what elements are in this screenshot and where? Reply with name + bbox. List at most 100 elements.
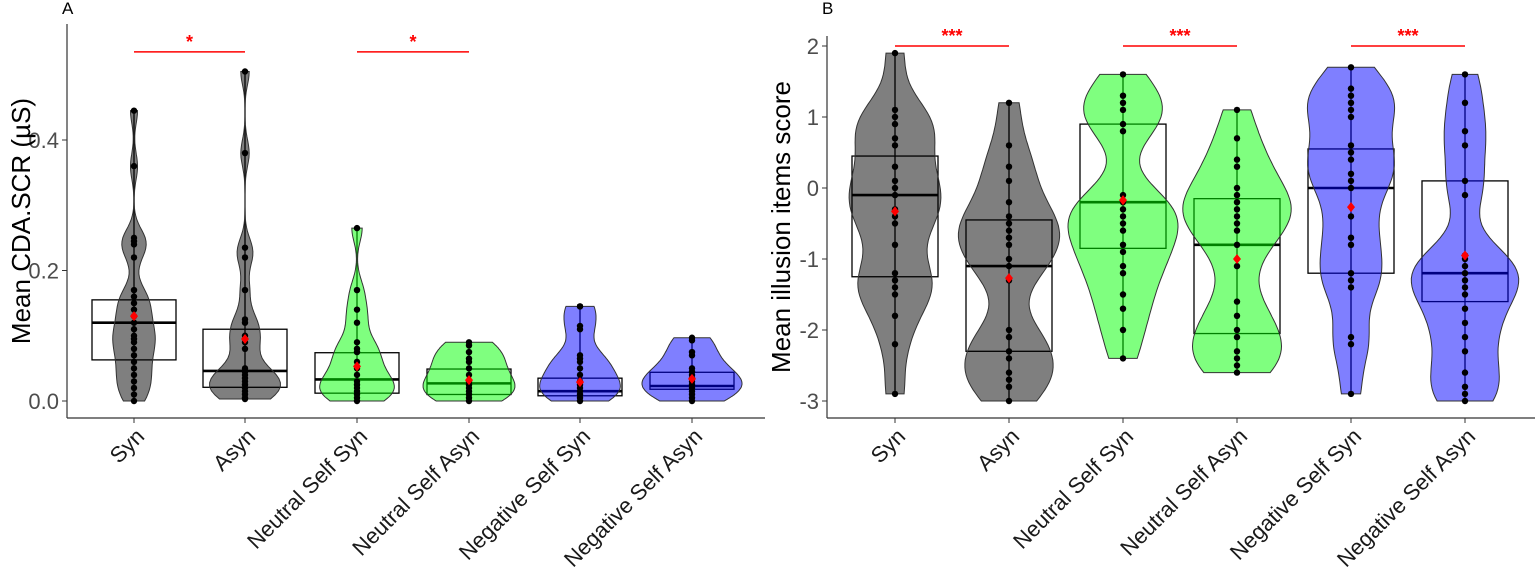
data-point [1347, 85, 1355, 92]
mean-marker [688, 373, 696, 384]
data-point [1347, 113, 1355, 121]
data-point [1005, 397, 1013, 405]
data-point [1233, 227, 1241, 234]
violin [957, 102, 1061, 402]
significance-label: *** [1169, 26, 1190, 46]
data-point [1347, 213, 1355, 220]
data-point [688, 337, 696, 344]
x-tick-label: Neutral Self Syn [1008, 424, 1138, 554]
group-syn [848, 49, 942, 398]
y-tick-label: 1 [807, 105, 819, 130]
data-point [353, 397, 361, 405]
violin [1182, 109, 1292, 374]
data-point [1233, 163, 1241, 170]
data-point [688, 397, 696, 405]
data-point [1005, 355, 1013, 362]
data-point [1461, 128, 1469, 135]
mean-marker [576, 377, 584, 388]
data-point [1233, 213, 1241, 220]
data-point [891, 184, 899, 192]
data-point [1233, 199, 1241, 206]
mean-marker [891, 206, 899, 217]
data-point [891, 135, 899, 142]
data-point [1005, 333, 1013, 341]
group-neutral-self-asyn [1182, 106, 1292, 376]
data-point [241, 345, 249, 352]
data-point [1233, 206, 1241, 213]
data-point [1005, 255, 1013, 263]
data-point [891, 312, 899, 319]
data-point [241, 254, 249, 261]
panel-label: B [822, 0, 833, 18]
data-point [1005, 163, 1013, 170]
data-point [1233, 298, 1241, 305]
data-point [1347, 106, 1355, 114]
significance-label: *** [941, 26, 962, 46]
data-point [891, 390, 899, 398]
data-point [130, 286, 138, 294]
significance-label: * [186, 32, 193, 52]
group-asyn [957, 99, 1061, 405]
data-point [1461, 177, 1469, 185]
data-point [1119, 220, 1127, 227]
data-point [353, 286, 361, 294]
data-point [465, 365, 473, 372]
data-point [1233, 106, 1241, 114]
violin [209, 71, 281, 400]
y-tick-label: -2 [799, 318, 819, 343]
x-tick-label: Asyn [972, 424, 1024, 476]
data-point [1461, 191, 1469, 199]
data-point [130, 254, 138, 261]
data-point [1233, 326, 1241, 334]
data-point [1233, 262, 1241, 270]
significance-label: * [409, 32, 416, 52]
mean-marker [130, 311, 138, 322]
data-point [1005, 177, 1013, 185]
data-point [1233, 156, 1241, 163]
data-point [1347, 333, 1355, 341]
panel-label: A [62, 0, 74, 18]
data-point [1233, 191, 1241, 199]
data-point [891, 49, 899, 57]
y-tick-label: 0.2 [28, 259, 59, 284]
data-point [1233, 333, 1241, 341]
data-point [241, 319, 249, 326]
y-tick-label: 0 [807, 176, 819, 201]
data-point [353, 371, 361, 379]
data-point [891, 220, 899, 227]
data-point [1347, 284, 1355, 291]
data-point [1461, 383, 1469, 390]
data-point [1461, 397, 1469, 405]
data-point [576, 326, 584, 333]
data-point [465, 397, 473, 405]
data-point [891, 191, 899, 199]
violin [1306, 66, 1396, 395]
data-point [1233, 241, 1241, 248]
data-point [1347, 241, 1355, 248]
data-point [1119, 262, 1127, 270]
data-point [1347, 64, 1355, 71]
data-point [1005, 262, 1013, 270]
data-point [1119, 120, 1127, 128]
data-point [1233, 362, 1241, 369]
data-point [130, 162, 138, 170]
mean-marker [1347, 202, 1355, 213]
group-negative-self-syn [1306, 64, 1396, 398]
data-point [1461, 284, 1469, 291]
data-point [1119, 270, 1127, 277]
data-point [1233, 369, 1241, 376]
data-point [1005, 241, 1013, 248]
data-point [891, 341, 899, 348]
data-point [1119, 248, 1127, 256]
y-tick-label: -3 [799, 389, 819, 414]
data-point [1119, 355, 1127, 362]
y-axis-title: Mean illusion items score [766, 81, 796, 373]
data-point [1005, 99, 1013, 107]
data-point [1461, 99, 1469, 107]
violin [422, 341, 516, 402]
y-axis-title: Mean CDA.SCR (µS) [6, 98, 36, 344]
data-point [1461, 262, 1469, 270]
data-point [1461, 270, 1469, 277]
data-point [1461, 277, 1469, 284]
violin [1410, 73, 1520, 402]
